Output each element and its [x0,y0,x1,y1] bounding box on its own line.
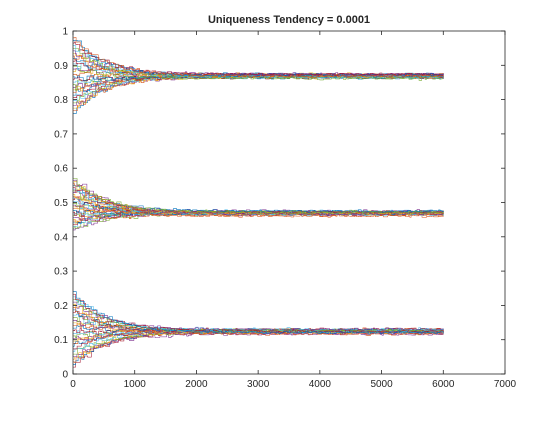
series-line [73,296,444,334]
y-tick-label: 0 [62,370,68,381]
y-tick-label: 0.4 [54,232,68,243]
y-tick-label: 0.3 [54,267,68,278]
plot-lines [73,37,444,368]
x-tick-label: 2000 [185,379,208,390]
x-tick-label: 5000 [370,379,393,390]
y-tick-label: 0.2 [54,301,68,312]
series-line [73,47,444,79]
series-line [73,37,444,78]
series-line [73,190,444,214]
x-axis: 0 1000 2000 3000 4000 5000 6000 7000 [70,31,517,390]
axes-box [72,30,506,375]
y-axis: 0 0.1 0.2 0.3 0.4 0.5 0.6 0.7 0.8 0.9 1 [54,27,505,381]
y-tick-label: 0.1 [54,335,68,346]
x-tick-label: 1000 [124,379,147,390]
series-line [73,291,444,335]
x-tick-label: 3000 [247,379,270,390]
series-line [73,185,444,213]
x-tick-label: 4000 [309,379,332,390]
y-tick-label: 0.7 [54,129,68,140]
x-tick-label: 7000 [494,379,517,390]
series-line [73,178,444,215]
series-line [73,40,444,78]
series-line [73,299,444,333]
chart-title: Uniqueness Tendency = 0.0001 [208,14,370,26]
series-line [73,313,444,331]
y-tick-label: 0.8 [54,95,68,106]
series-line [73,294,444,334]
y-tick-label: 0.6 [54,164,68,175]
x-tick-label: 6000 [432,379,455,390]
y-tick-label: 0.5 [54,198,68,209]
series-line [73,41,444,76]
series-line [73,195,444,218]
x-tick-label: 0 [70,379,76,390]
y-tick-label: 1 [62,27,68,38]
y-tick-label: 0.9 [54,61,68,72]
